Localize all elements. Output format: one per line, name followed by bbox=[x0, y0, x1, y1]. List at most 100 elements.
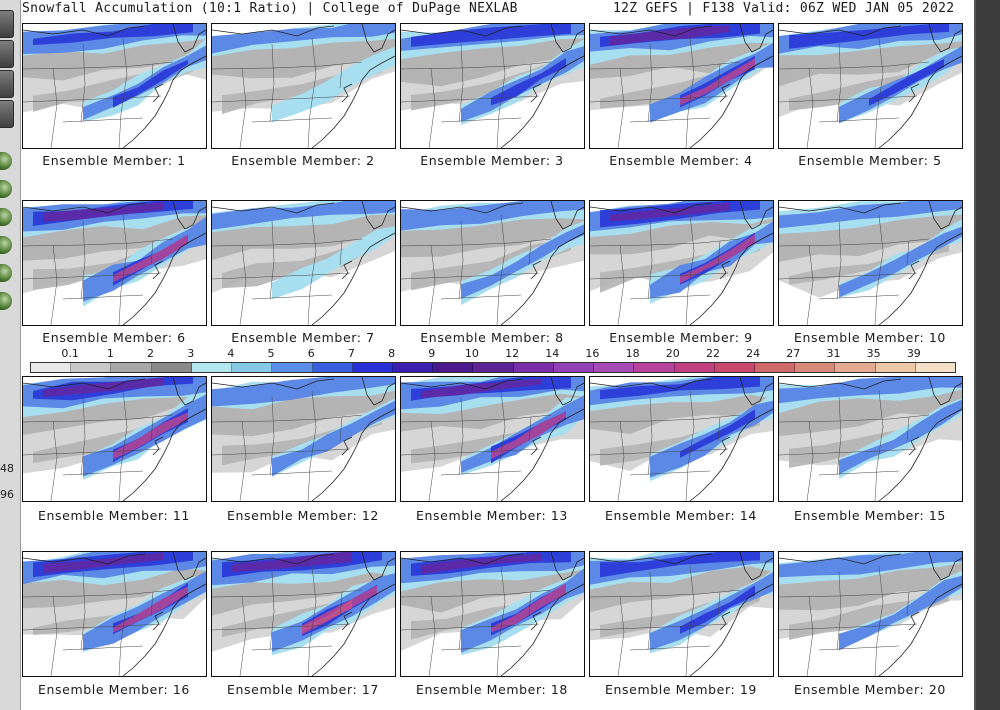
state-border bbox=[590, 272, 729, 280]
ensemble-member-map[interactable] bbox=[778, 200, 963, 326]
east-coastline bbox=[878, 232, 962, 325]
great-lakes-outline bbox=[779, 553, 902, 565]
ensemble-member-map[interactable] bbox=[778, 376, 963, 502]
east-coastline bbox=[122, 583, 206, 676]
east-coastline bbox=[689, 55, 773, 148]
green-dot-icon[interactable] bbox=[0, 236, 12, 254]
state-border bbox=[617, 244, 625, 325]
colorbar-swatch bbox=[513, 363, 554, 372]
ensemble-member-map[interactable] bbox=[211, 376, 396, 502]
state-border bbox=[307, 214, 317, 325]
colorbar-tick-label: 9 bbox=[428, 347, 436, 360]
new-england-outline bbox=[739, 552, 773, 581]
great-lakes-outline bbox=[401, 378, 524, 390]
toolbar-button[interactable] bbox=[0, 100, 14, 128]
ensemble-member-map[interactable] bbox=[22, 551, 207, 677]
colorbar-tick-label: 22 bbox=[705, 347, 720, 360]
right-scrollbar[interactable] bbox=[974, 0, 1000, 710]
new-england-outline bbox=[172, 552, 206, 581]
chesapeake-outline bbox=[152, 611, 164, 631]
green-dot-icon[interactable] bbox=[0, 264, 12, 282]
colorbar-swatch bbox=[392, 363, 434, 372]
toolbar-button[interactable] bbox=[0, 40, 14, 68]
green-dot-icon[interactable] bbox=[0, 152, 12, 170]
state-border bbox=[617, 595, 625, 676]
new-england-outline bbox=[928, 552, 962, 581]
state-border bbox=[906, 591, 910, 617]
ensemble-member-label: Ensemble Member: 20 bbox=[794, 682, 946, 697]
green-dot-icon[interactable] bbox=[0, 292, 12, 310]
state-border bbox=[685, 214, 695, 325]
state-border bbox=[239, 244, 247, 325]
new-england-outline bbox=[361, 24, 395, 53]
green-dot-icon[interactable] bbox=[0, 208, 12, 226]
ensemble-member-map[interactable] bbox=[22, 200, 207, 326]
state-border bbox=[717, 63, 721, 89]
toolbar-button[interactable] bbox=[0, 10, 14, 38]
state-border bbox=[590, 448, 729, 456]
state-border bbox=[251, 117, 333, 123]
ensemble-member-map[interactable] bbox=[211, 23, 396, 149]
state-border bbox=[401, 95, 540, 103]
state-border bbox=[62, 117, 144, 123]
colorbar-tick-label: 39 bbox=[906, 347, 921, 360]
snow-shade-medium bbox=[600, 584, 760, 638]
state-border bbox=[339, 63, 343, 89]
snow-shade-medium bbox=[600, 408, 760, 466]
state-border bbox=[717, 416, 721, 442]
ensemble-member-map[interactable] bbox=[400, 376, 585, 502]
state-border bbox=[528, 240, 532, 266]
great-lakes-outline bbox=[401, 202, 524, 214]
ensemble-member-map[interactable] bbox=[778, 23, 963, 149]
ensemble-member-map[interactable] bbox=[778, 551, 963, 677]
ensemble-member-map[interactable] bbox=[589, 551, 774, 677]
ensemble-member-map[interactable] bbox=[589, 23, 774, 149]
chesapeake-outline bbox=[530, 260, 542, 280]
east-coastline bbox=[689, 408, 773, 501]
state-border bbox=[458, 220, 464, 300]
side-number: 48 bbox=[0, 462, 14, 475]
ensemble-member-label: Ensemble Member: 2 bbox=[231, 153, 375, 168]
new-england-outline bbox=[928, 377, 962, 406]
state-border bbox=[874, 390, 884, 501]
state-border bbox=[806, 420, 814, 501]
snow-band-north bbox=[212, 201, 395, 230]
chesapeake-outline bbox=[152, 83, 164, 103]
colorbar-swatch bbox=[111, 363, 152, 372]
chesapeake-outline bbox=[530, 611, 542, 631]
ensemble-member-map[interactable] bbox=[400, 200, 585, 326]
ensemble-member-label: Ensemble Member: 19 bbox=[605, 682, 757, 697]
state-border bbox=[906, 416, 910, 442]
east-coastline bbox=[311, 55, 395, 148]
state-border bbox=[118, 565, 128, 676]
chesapeake-outline bbox=[341, 611, 353, 631]
green-dot-icon[interactable] bbox=[0, 180, 12, 198]
ensemble-member-map[interactable] bbox=[211, 200, 396, 326]
ensemble-member-map[interactable] bbox=[22, 376, 207, 502]
state-border bbox=[685, 37, 695, 148]
colorbar-tick-label: 5 bbox=[267, 347, 275, 360]
colorbar-swatch bbox=[151, 363, 192, 372]
ensemble-member-map[interactable] bbox=[22, 23, 207, 149]
chesapeake-outline bbox=[530, 436, 542, 456]
state-border bbox=[269, 396, 275, 476]
colorbar-swatch bbox=[634, 363, 675, 372]
state-border bbox=[50, 244, 58, 325]
state-border bbox=[779, 623, 918, 631]
ensemble-member-map[interactable] bbox=[589, 376, 774, 502]
east-coastline bbox=[122, 55, 206, 148]
great-lakes-outline bbox=[401, 553, 524, 565]
ensemble-member-map[interactable] bbox=[400, 551, 585, 677]
chesapeake-outline bbox=[719, 611, 731, 631]
ensemble-member-map[interactable] bbox=[211, 551, 396, 677]
state-border bbox=[458, 396, 464, 476]
snow-band-coastal-max bbox=[113, 586, 188, 633]
ensemble-member-map[interactable] bbox=[589, 200, 774, 326]
toolbar-button[interactable] bbox=[0, 70, 14, 98]
state-border bbox=[118, 214, 128, 325]
state-border bbox=[528, 63, 532, 89]
state-border bbox=[80, 396, 86, 476]
ensemble-member-map[interactable] bbox=[400, 23, 585, 149]
ensemble-member-label: Ensemble Member: 12 bbox=[227, 508, 379, 523]
colorbar-tick-label: 12 bbox=[505, 347, 520, 360]
